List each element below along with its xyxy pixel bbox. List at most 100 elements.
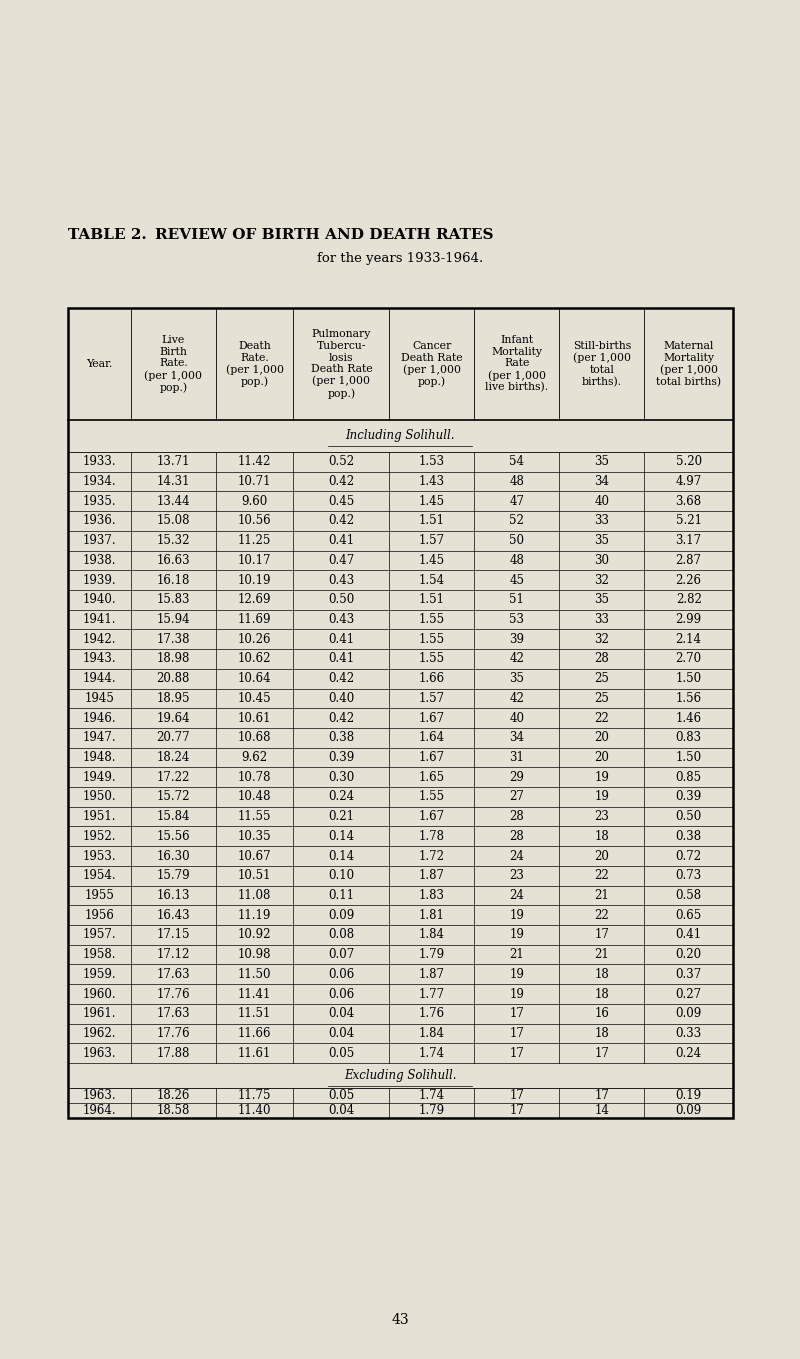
Text: 0.14: 0.14	[328, 849, 354, 863]
Text: 15.32: 15.32	[157, 534, 190, 548]
Text: 1.51: 1.51	[419, 594, 445, 606]
Text: 1947.: 1947.	[82, 731, 116, 745]
Text: 18: 18	[594, 830, 610, 843]
Text: 29: 29	[510, 771, 524, 784]
Text: 20.88: 20.88	[157, 673, 190, 685]
Text: 10.51: 10.51	[238, 870, 271, 882]
Text: 0.45: 0.45	[328, 495, 354, 508]
Text: 0.41: 0.41	[328, 652, 354, 666]
Text: 13.44: 13.44	[157, 495, 190, 508]
Text: 30: 30	[594, 554, 610, 567]
Text: 0.06: 0.06	[328, 968, 354, 981]
Text: 0.42: 0.42	[328, 476, 354, 488]
Text: 1.55: 1.55	[419, 613, 445, 626]
Text: 17: 17	[594, 1089, 610, 1102]
Text: 1.78: 1.78	[419, 830, 445, 843]
Text: 50: 50	[510, 534, 524, 548]
Text: 1.45: 1.45	[419, 495, 445, 508]
Text: 15.83: 15.83	[157, 594, 190, 606]
Text: 31: 31	[510, 752, 524, 764]
Text: 1.55: 1.55	[419, 633, 445, 646]
Text: 35: 35	[510, 673, 524, 685]
Text: 18.24: 18.24	[157, 752, 190, 764]
Text: 0.72: 0.72	[676, 849, 702, 863]
Text: 1.84: 1.84	[419, 1027, 445, 1040]
Text: 1.50: 1.50	[676, 673, 702, 685]
Text: 15.84: 15.84	[157, 810, 190, 824]
Text: 1.79: 1.79	[419, 949, 445, 961]
Text: 1.43: 1.43	[419, 476, 445, 488]
Text: 28: 28	[594, 652, 610, 666]
Text: 5.21: 5.21	[676, 515, 702, 527]
Text: 1963.: 1963.	[82, 1046, 116, 1060]
Text: 1.87: 1.87	[419, 870, 445, 882]
Text: 33: 33	[594, 515, 610, 527]
Text: 1.81: 1.81	[419, 909, 445, 921]
Text: 11.42: 11.42	[238, 455, 271, 469]
Text: 1.46: 1.46	[676, 712, 702, 724]
Text: 0.09: 0.09	[675, 1007, 702, 1021]
Text: 15.79: 15.79	[157, 870, 190, 882]
Text: 47: 47	[510, 495, 524, 508]
Text: 1944.: 1944.	[82, 673, 116, 685]
Text: 0.19: 0.19	[676, 1089, 702, 1102]
Text: 17.76: 17.76	[157, 988, 190, 1000]
Text: 34: 34	[510, 731, 524, 745]
Text: 10.45: 10.45	[238, 692, 271, 705]
Text: Cancer
Death Rate
(per 1,000
pop.): Cancer Death Rate (per 1,000 pop.)	[401, 341, 462, 387]
Text: 9.60: 9.60	[242, 495, 268, 508]
Text: 17: 17	[594, 928, 610, 942]
Text: 1936.: 1936.	[82, 515, 116, 527]
Text: 12.69: 12.69	[238, 594, 271, 606]
Text: 1.72: 1.72	[419, 849, 445, 863]
Text: 15.56: 15.56	[157, 830, 190, 843]
Text: 17.22: 17.22	[157, 771, 190, 784]
Text: 1937.: 1937.	[82, 534, 116, 548]
Text: 18.26: 18.26	[157, 1089, 190, 1102]
Text: 16.13: 16.13	[157, 889, 190, 902]
Text: 34: 34	[594, 476, 610, 488]
Text: 0.14: 0.14	[328, 830, 354, 843]
Text: 11.50: 11.50	[238, 968, 271, 981]
Text: 0.09: 0.09	[675, 1104, 702, 1117]
Text: 2.99: 2.99	[676, 613, 702, 626]
Text: 10.71: 10.71	[238, 476, 271, 488]
Text: 0.05: 0.05	[328, 1089, 354, 1102]
Text: 0.39: 0.39	[675, 791, 702, 803]
Text: 5.20: 5.20	[676, 455, 702, 469]
Text: 1934.: 1934.	[82, 476, 116, 488]
Text: 2.70: 2.70	[676, 652, 702, 666]
Text: 19: 19	[510, 909, 524, 921]
Text: 1951.: 1951.	[82, 810, 116, 824]
Text: 0.20: 0.20	[676, 949, 702, 961]
Text: 10.92: 10.92	[238, 928, 271, 942]
Text: 24: 24	[510, 849, 524, 863]
Text: 0.04: 0.04	[328, 1007, 354, 1021]
Text: 16.18: 16.18	[157, 573, 190, 587]
Text: 11.25: 11.25	[238, 534, 271, 548]
Text: 17.88: 17.88	[157, 1046, 190, 1060]
Text: 32: 32	[594, 573, 610, 587]
Text: 10.56: 10.56	[238, 515, 271, 527]
Text: 51: 51	[510, 594, 524, 606]
Text: Year.: Year.	[86, 359, 113, 370]
Text: Live
Birth
Rate.
(per 1,000
pop.): Live Birth Rate. (per 1,000 pop.)	[144, 336, 202, 393]
Text: 18: 18	[594, 1027, 610, 1040]
Text: 18.58: 18.58	[157, 1104, 190, 1117]
Text: 0.07: 0.07	[328, 949, 354, 961]
Text: 25: 25	[594, 673, 610, 685]
Text: 22: 22	[594, 870, 610, 882]
Text: 0.42: 0.42	[328, 712, 354, 724]
Text: 9.62: 9.62	[242, 752, 268, 764]
Text: 10.68: 10.68	[238, 731, 271, 745]
Text: 10.26: 10.26	[238, 633, 271, 646]
Text: 0.08: 0.08	[328, 928, 354, 942]
Text: 0.04: 0.04	[328, 1027, 354, 1040]
Text: 39: 39	[510, 633, 524, 646]
Text: 1.53: 1.53	[419, 455, 445, 469]
Text: 1.54: 1.54	[419, 573, 445, 587]
Text: 19.64: 19.64	[157, 712, 190, 724]
Text: 1946.: 1946.	[82, 712, 116, 724]
Text: 2.14: 2.14	[676, 633, 702, 646]
Text: 0.41: 0.41	[328, 534, 354, 548]
